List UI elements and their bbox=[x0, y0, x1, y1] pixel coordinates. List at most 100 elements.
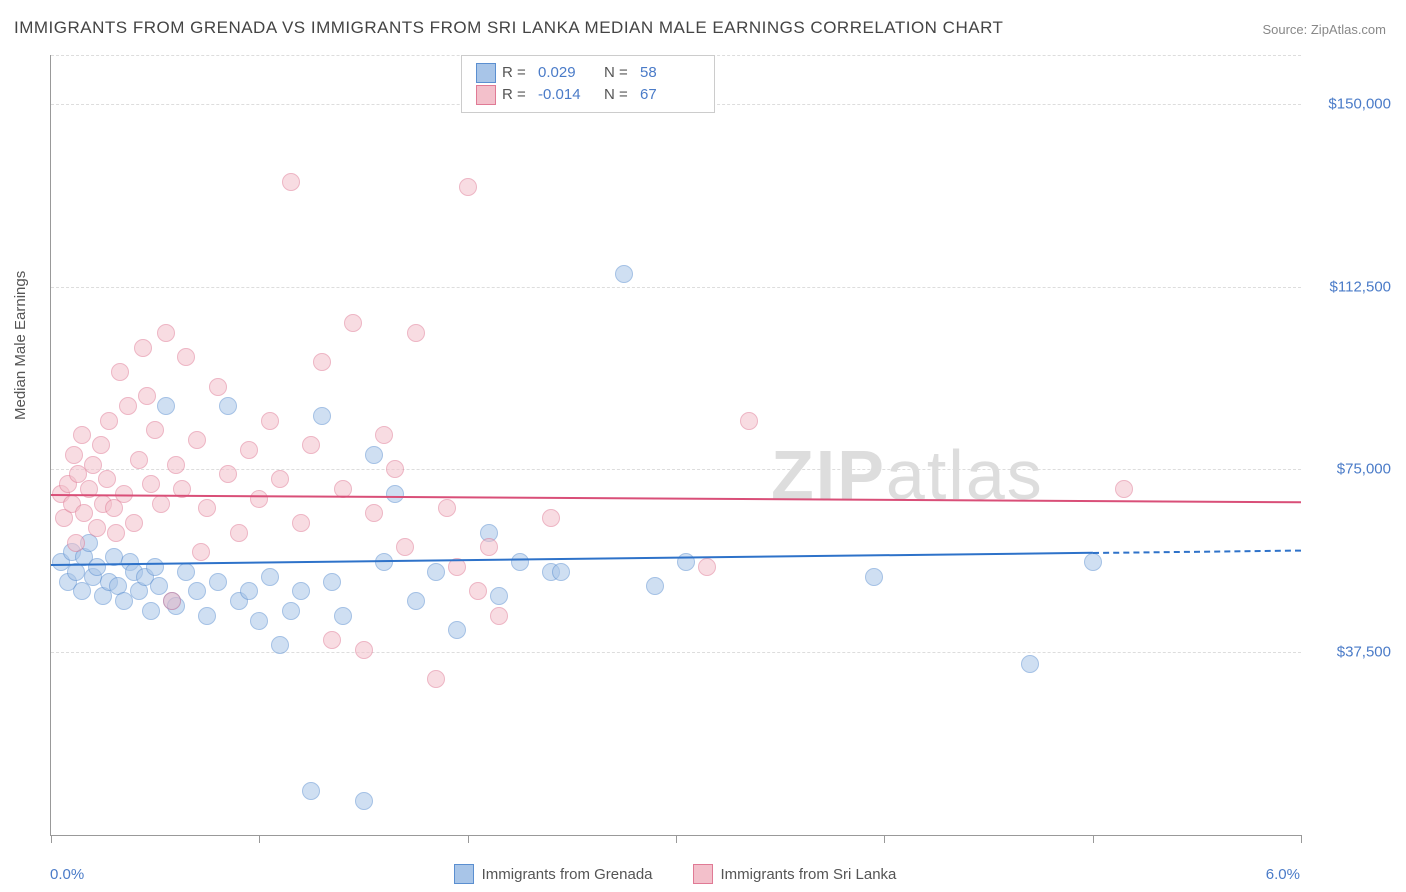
data-point bbox=[511, 553, 529, 571]
data-point bbox=[146, 558, 164, 576]
data-point bbox=[365, 504, 383, 522]
data-point bbox=[292, 582, 310, 600]
data-point bbox=[92, 436, 110, 454]
data-point bbox=[480, 538, 498, 556]
data-point bbox=[386, 485, 404, 503]
data-point bbox=[396, 538, 414, 556]
data-point bbox=[65, 446, 83, 464]
data-point bbox=[142, 475, 160, 493]
data-point bbox=[84, 456, 102, 474]
data-point bbox=[490, 607, 508, 625]
data-point bbox=[615, 265, 633, 283]
data-point bbox=[188, 582, 206, 600]
data-point bbox=[490, 587, 508, 605]
data-point bbox=[865, 568, 883, 586]
data-point bbox=[152, 495, 170, 513]
ytick-label: $37,500 bbox=[1311, 644, 1391, 661]
data-point bbox=[386, 460, 404, 478]
legend-item-srilanka: Immigrants from Sri Lanka bbox=[693, 864, 897, 884]
data-point bbox=[1021, 655, 1039, 673]
legend-label-grenada: Immigrants from Grenada bbox=[482, 866, 653, 883]
gridline bbox=[51, 652, 1301, 653]
data-point bbox=[261, 568, 279, 586]
n-label-1: N = bbox=[604, 62, 634, 84]
data-point bbox=[167, 456, 185, 474]
data-point bbox=[282, 602, 300, 620]
data-point bbox=[271, 636, 289, 654]
data-point bbox=[198, 607, 216, 625]
data-point bbox=[138, 387, 156, 405]
data-point bbox=[427, 563, 445, 581]
data-point bbox=[88, 519, 106, 537]
data-point bbox=[459, 178, 477, 196]
data-point bbox=[282, 173, 300, 191]
data-point bbox=[163, 592, 181, 610]
legend-label-srilanka: Immigrants from Sri Lanka bbox=[721, 866, 897, 883]
data-point bbox=[219, 465, 237, 483]
data-point bbox=[107, 524, 125, 542]
data-point bbox=[119, 397, 137, 415]
data-point bbox=[142, 602, 160, 620]
data-point bbox=[1084, 553, 1102, 571]
data-point bbox=[209, 573, 227, 591]
y-axis-label: Median Male Earnings bbox=[12, 271, 29, 420]
swatch-srilanka bbox=[476, 85, 496, 105]
ytick-label: $112,500 bbox=[1311, 278, 1391, 295]
data-point bbox=[134, 339, 152, 357]
r-value-1: 0.029 bbox=[538, 62, 598, 84]
data-point bbox=[177, 563, 195, 581]
data-point bbox=[407, 324, 425, 342]
data-point bbox=[323, 573, 341, 591]
gridline bbox=[51, 469, 1301, 470]
data-point bbox=[469, 582, 487, 600]
data-point bbox=[125, 514, 143, 532]
x-end-label: 6.0% bbox=[1266, 866, 1300, 883]
data-point bbox=[740, 412, 758, 430]
data-point bbox=[375, 426, 393, 444]
data-point bbox=[230, 524, 248, 542]
data-point bbox=[157, 324, 175, 342]
data-point bbox=[98, 470, 116, 488]
watermark-rest: atlas bbox=[886, 436, 1044, 514]
chart-title: IMMIGRANTS FROM GRENADA VS IMMIGRANTS FR… bbox=[14, 18, 1003, 38]
data-point bbox=[302, 436, 320, 454]
xtick bbox=[51, 835, 52, 843]
xtick bbox=[676, 835, 677, 843]
swatch-srilanka-2 bbox=[693, 864, 713, 884]
data-point bbox=[438, 499, 456, 517]
data-point bbox=[1115, 480, 1133, 498]
ytick-label: $150,000 bbox=[1311, 95, 1391, 112]
data-point bbox=[271, 470, 289, 488]
data-point bbox=[344, 314, 362, 332]
data-point bbox=[192, 543, 210, 561]
xtick bbox=[1301, 835, 1302, 843]
data-point bbox=[240, 582, 258, 600]
data-point bbox=[313, 353, 331, 371]
watermark-bold: ZIP bbox=[771, 436, 886, 514]
data-point bbox=[407, 592, 425, 610]
r-label-2: R = bbox=[502, 84, 532, 106]
data-point bbox=[646, 577, 664, 595]
data-point bbox=[334, 607, 352, 625]
data-point bbox=[250, 490, 268, 508]
legend-row-2: R = -0.014 N = 67 bbox=[476, 84, 700, 106]
legend-item-grenada: Immigrants from Grenada bbox=[454, 864, 653, 884]
data-point bbox=[177, 348, 195, 366]
data-point bbox=[146, 421, 164, 439]
data-point bbox=[73, 426, 91, 444]
data-point bbox=[198, 499, 216, 517]
r-value-2: -0.014 bbox=[538, 84, 598, 106]
data-point bbox=[355, 792, 373, 810]
series-legend: Immigrants from Grenada Immigrants from … bbox=[454, 864, 897, 884]
trend-line-dashed bbox=[1093, 550, 1301, 554]
n-value-1: 58 bbox=[640, 62, 700, 84]
x-start-label: 0.0% bbox=[50, 866, 84, 883]
xtick bbox=[884, 835, 885, 843]
source-label: Source: ZipAtlas.com bbox=[1262, 22, 1386, 37]
data-point bbox=[240, 441, 258, 459]
data-point bbox=[67, 534, 85, 552]
correlation-legend: R = 0.029 N = 58 R = -0.014 N = 67 bbox=[461, 55, 715, 113]
r-label-1: R = bbox=[502, 62, 532, 84]
scatter-plot: ZIPatlas R = 0.029 N = 58 R = -0.014 N =… bbox=[50, 55, 1301, 836]
source-value: ZipAtlas.com bbox=[1311, 22, 1386, 37]
